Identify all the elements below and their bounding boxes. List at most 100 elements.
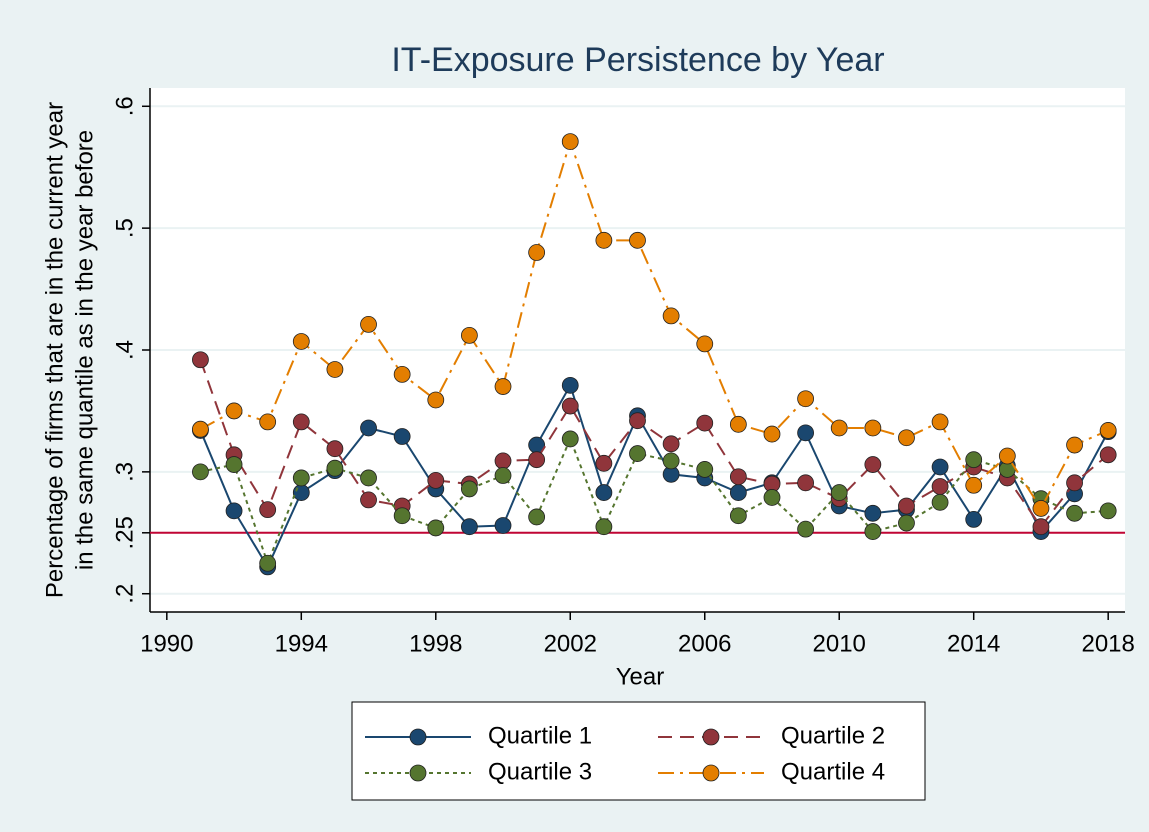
point	[696, 461, 714, 478]
point	[292, 333, 310, 350]
legend-box	[351, 701, 926, 801]
point	[662, 452, 680, 470]
point	[864, 456, 882, 473]
point	[460, 326, 478, 344]
point	[1099, 422, 1117, 439]
point	[360, 469, 377, 487]
y-tick-label: .5	[111, 218, 138, 238]
legend-marker	[409, 764, 427, 782]
point	[931, 478, 949, 495]
x-tick-label: 2018	[1081, 630, 1134, 657]
point	[326, 440, 344, 458]
point	[326, 361, 344, 378]
point	[864, 523, 882, 540]
point	[797, 520, 815, 538]
y-tick-label: .25	[111, 516, 138, 549]
chart-title: IT-Exposure Persistence by Year	[391, 41, 884, 79]
legend-label: Quartile 1	[488, 722, 592, 749]
point	[797, 390, 815, 408]
point	[729, 468, 747, 486]
y-tick-label: .6	[111, 96, 138, 116]
point	[1099, 502, 1117, 520]
point	[595, 518, 613, 536]
point	[729, 415, 747, 433]
legend-marker	[702, 764, 720, 782]
point	[729, 484, 747, 501]
point	[494, 517, 512, 534]
point	[629, 445, 646, 462]
series-line	[200, 436, 1109, 567]
point	[225, 456, 243, 473]
legend-label: Quartile 2	[781, 722, 885, 749]
point	[830, 484, 848, 501]
x-tick-label: 2014	[947, 630, 1000, 657]
point	[427, 391, 445, 409]
x-tick-label: 1994	[275, 630, 328, 657]
legend-label: Quartile 4	[781, 758, 885, 785]
point	[696, 414, 714, 432]
x-tick-label: 1990	[140, 630, 193, 657]
point	[898, 429, 915, 447]
point	[595, 231, 613, 249]
point	[965, 510, 983, 528]
point	[292, 469, 310, 487]
x-tick-label: 1998	[409, 630, 462, 657]
point	[729, 507, 747, 525]
point	[797, 474, 815, 492]
point	[1032, 518, 1050, 536]
point	[427, 471, 445, 489]
point	[931, 413, 949, 431]
point	[292, 413, 310, 431]
point	[595, 454, 613, 472]
point	[830, 419, 848, 437]
point	[965, 476, 983, 494]
point	[797, 424, 815, 442]
point	[763, 425, 781, 443]
point	[225, 502, 243, 520]
point	[528, 244, 546, 261]
point	[1099, 446, 1117, 464]
point	[763, 489, 781, 506]
y-axis-title: in the same quantile as in the year befo…	[71, 130, 98, 570]
x-tick-label: 2002	[544, 630, 597, 657]
point	[360, 316, 377, 333]
point	[494, 378, 512, 395]
legend-label: Quartile 3	[488, 758, 592, 785]
point	[561, 397, 579, 415]
x-tick-label: 2006	[678, 630, 731, 657]
point	[259, 413, 277, 431]
point	[393, 365, 411, 383]
point	[898, 514, 915, 532]
series-line	[199, 382, 1110, 570]
point	[998, 447, 1016, 465]
point	[259, 554, 277, 572]
point	[898, 497, 915, 515]
point	[1066, 436, 1083, 454]
point	[259, 501, 277, 519]
point	[192, 351, 209, 369]
point	[494, 452, 512, 470]
point	[225, 402, 243, 420]
point	[460, 480, 478, 498]
point	[192, 463, 209, 481]
legend-marker	[702, 728, 720, 746]
y-tick-label: .3	[111, 462, 138, 482]
point	[427, 519, 445, 537]
series-line	[199, 138, 1109, 511]
point	[864, 419, 882, 437]
point	[393, 507, 411, 525]
point	[931, 493, 949, 511]
y-axis-title: Percentage of firms that are in the curr…	[41, 102, 68, 598]
x-tick-label: 2010	[813, 630, 866, 657]
point	[561, 133, 579, 151]
point	[292, 484, 310, 501]
point	[326, 459, 344, 477]
point	[561, 376, 579, 394]
point	[662, 307, 680, 325]
point	[662, 435, 680, 453]
point	[629, 412, 646, 430]
point	[192, 420, 209, 438]
point	[864, 504, 882, 522]
point	[931, 458, 949, 476]
point	[965, 451, 983, 469]
